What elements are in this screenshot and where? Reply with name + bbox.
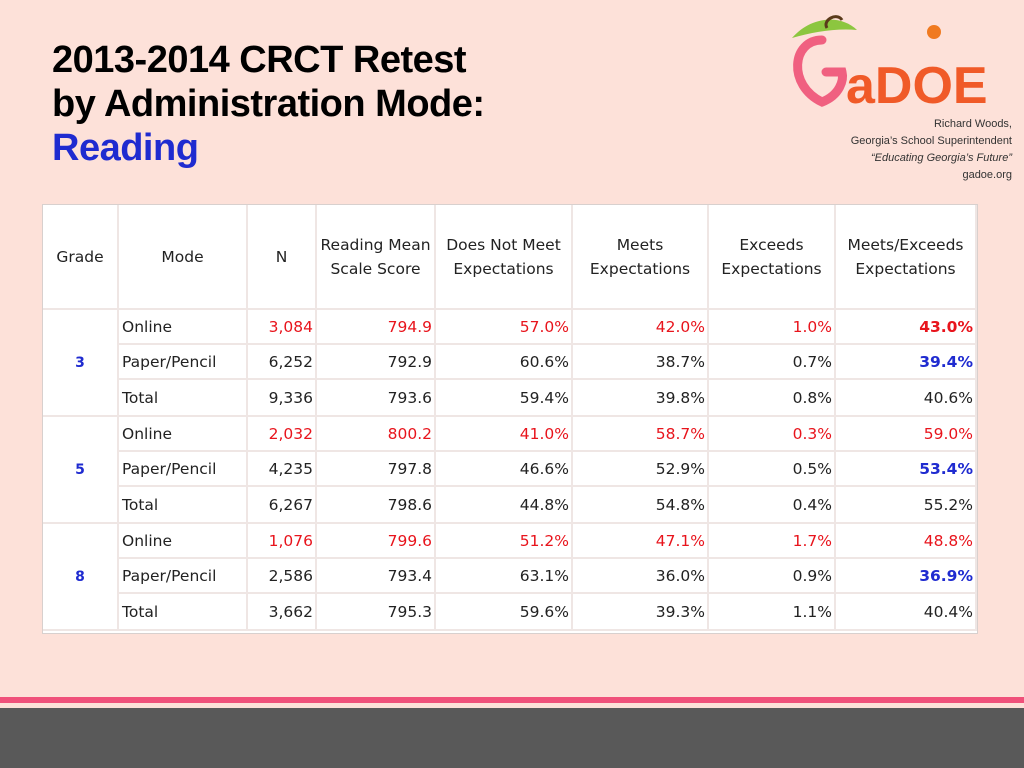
- value-cell: 3,662: [248, 594, 317, 631]
- mode-cell: Total: [119, 487, 248, 524]
- logo: aDOE: [792, 15, 988, 110]
- value-cell: 2,586: [248, 559, 317, 594]
- column-header: Meets Expectations: [573, 205, 709, 310]
- mode-cell: Online: [119, 524, 248, 559]
- value-cell: 43.0%: [836, 310, 977, 345]
- value-cell: 4,235: [248, 452, 317, 487]
- info-line: “Educating Georgia’s Future”: [870, 152, 1012, 164]
- value-cell: 0.8%: [709, 380, 836, 417]
- logo-figure: [927, 25, 941, 39]
- results-table: Grade Mode N Reading Mean Scale Score Does N…: [42, 204, 978, 634]
- info-line: Georgia’s School Superintendent: [850, 135, 1012, 147]
- mode-cell: Paper/Pencil: [119, 559, 248, 594]
- value-cell: 9,336: [248, 380, 317, 417]
- title-line: 2013-2014 CRCT Retest: [52, 39, 467, 81]
- value-cell: 797.8: [317, 452, 436, 487]
- value-cell: 0.5%: [709, 452, 836, 487]
- logo-stem: [824, 15, 844, 29]
- value-cell: 1.1%: [709, 594, 836, 631]
- slide-title: 2013-2014 CRCT Retest by Administration …: [52, 38, 485, 170]
- value-cell: 792.9: [317, 345, 436, 380]
- value-cell: 46.6%: [436, 452, 573, 487]
- value-cell: 6,252: [248, 345, 317, 380]
- value-cell: 42.0%: [573, 310, 709, 345]
- value-cell: 794.9: [317, 310, 436, 345]
- value-cell: 795.3: [317, 594, 436, 631]
- value-cell: 60.6%: [436, 345, 573, 380]
- value-cell: 44.8%: [436, 487, 573, 524]
- value-cell: 1.0%: [709, 310, 836, 345]
- mode-cell: Online: [119, 417, 248, 452]
- logo-leaf: [792, 19, 857, 38]
- value-cell: 793.4: [317, 559, 436, 594]
- value-cell: 59.6%: [436, 594, 573, 631]
- value-cell: 0.4%: [709, 487, 836, 524]
- value-cell: 39.4%: [836, 345, 977, 380]
- value-cell: 799.6: [317, 524, 436, 559]
- value-cell: 59.0%: [836, 417, 977, 452]
- value-cell: 58.7%: [573, 417, 709, 452]
- value-cell: 40.4%: [836, 594, 977, 631]
- value-cell: 39.8%: [573, 380, 709, 417]
- value-cell: 1.7%: [709, 524, 836, 559]
- value-cell: 36.9%: [836, 559, 977, 594]
- mode-cell: Paper/Pencil: [119, 452, 248, 487]
- value-cell: 798.6: [317, 487, 436, 524]
- value-cell: 63.1%: [436, 559, 573, 594]
- value-cell: 53.4%: [836, 452, 977, 487]
- column-header: Grade: [43, 205, 119, 310]
- footer-band: [0, 708, 1024, 768]
- logo-g: [793, 35, 847, 107]
- column-header: Does Not Meet Expectations: [436, 205, 573, 310]
- mode-cell: Online: [119, 310, 248, 345]
- value-cell: 59.4%: [436, 380, 573, 417]
- value-cell: 3,084: [248, 310, 317, 345]
- value-cell: 47.1%: [573, 524, 709, 559]
- grade-cell: 8: [43, 524, 119, 631]
- grade-cell: 5: [43, 417, 119, 524]
- value-cell: 800.2: [317, 417, 436, 452]
- logo-text: aDOE: [846, 57, 988, 110]
- value-cell: 2,032: [248, 417, 317, 452]
- grade-cell: 3: [43, 310, 119, 417]
- column-header: N: [248, 205, 317, 310]
- column-header: Mode: [119, 205, 248, 310]
- value-cell: 1,076: [248, 524, 317, 559]
- value-cell: 48.8%: [836, 524, 977, 559]
- title-line: by Administration Mode:: [52, 83, 485, 125]
- value-cell: 39.3%: [573, 594, 709, 631]
- value-cell: 36.0%: [573, 559, 709, 594]
- column-header: Meets/Exceeds Expectations: [836, 205, 977, 310]
- value-cell: 0.3%: [709, 417, 836, 452]
- info-line: Richard Woods,: [933, 118, 1012, 130]
- value-cell: 6,267: [248, 487, 317, 524]
- mode-cell: Total: [119, 380, 248, 417]
- mode-cell: Paper/Pencil: [119, 345, 248, 380]
- column-header: Exceeds Expectations: [709, 205, 836, 310]
- value-cell: 0.7%: [709, 345, 836, 380]
- superintendent-info: Richard Woods, Georgia’s School Superint…: [851, 116, 1012, 184]
- value-cell: 0.9%: [709, 559, 836, 594]
- value-cell: 51.2%: [436, 524, 573, 559]
- title-subject: Reading: [52, 127, 199, 169]
- footer-accent: [0, 697, 1024, 703]
- value-cell: 52.9%: [573, 452, 709, 487]
- value-cell: 57.0%: [436, 310, 573, 345]
- value-cell: 41.0%: [436, 417, 573, 452]
- info-line: gadoe.org: [962, 169, 1012, 181]
- value-cell: 40.6%: [836, 380, 977, 417]
- value-cell: 55.2%: [836, 487, 977, 524]
- column-header: Reading Mean Scale Score: [317, 205, 436, 310]
- value-cell: 38.7%: [573, 345, 709, 380]
- mode-cell: Total: [119, 594, 248, 631]
- value-cell: 54.8%: [573, 487, 709, 524]
- value-cell: 793.6: [317, 380, 436, 417]
